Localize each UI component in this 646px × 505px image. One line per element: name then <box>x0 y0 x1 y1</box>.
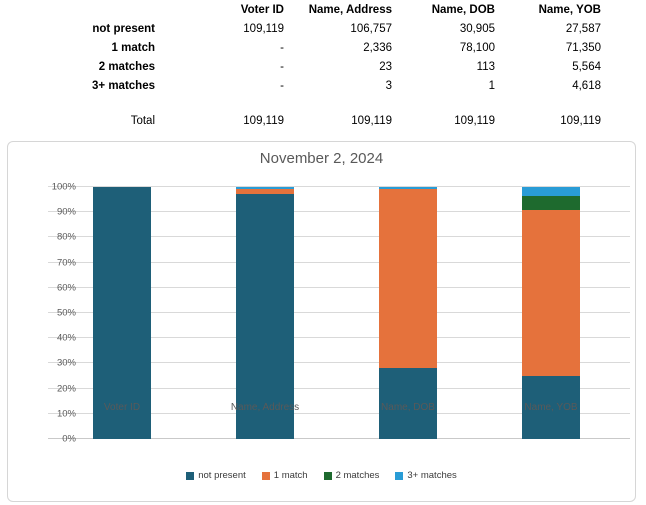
y-tick-label: 70% <box>56 257 76 269</box>
column-header-voter-id: Voter ID <box>240 4 284 17</box>
segment-1-match <box>236 189 294 195</box>
y-tick-label: 30% <box>56 357 76 369</box>
table-cell: 1 <box>488 79 495 92</box>
segment-3-matches <box>236 187 294 190</box>
gridline-100% <box>48 186 630 187</box>
gridline-10% <box>48 412 630 414</box>
table-header-row: Voter ID Name, Address Name, DOB Name, Y… <box>20 1 601 20</box>
legend-item-1-match: 1 match <box>261 470 308 481</box>
legend-item-2-matches: 2 matches <box>323 470 380 481</box>
legend-item-not-present: not present <box>186 470 246 481</box>
segment-not-present <box>522 376 580 439</box>
gridline-0% <box>48 438 630 439</box>
y-tick-label: 0% <box>62 433 76 445</box>
row-label: not present <box>92 23 155 36</box>
table-cell: 4,618 <box>572 79 601 92</box>
segment-not-present <box>379 367 437 439</box>
column-header-name-dob: Name, DOB <box>431 4 495 17</box>
gridline-90% <box>48 211 630 213</box>
table-row-3plus-matches: 3+ matches - 3 1 4,618 <box>20 76 601 95</box>
table-cell: 5,564 <box>572 60 601 73</box>
gridline-40% <box>48 337 630 339</box>
y-tick-label: 90% <box>56 206 76 218</box>
table-cell: 109,119 <box>351 115 392 128</box>
legend-swatch-icon <box>323 471 332 480</box>
legend-label: 2 matches <box>335 470 380 481</box>
x-category-label: Voter ID <box>103 402 141 413</box>
segment-1-match <box>379 189 437 368</box>
segment-1-match <box>522 209 580 376</box>
table-cell: 109,119 <box>243 115 284 128</box>
match-summary-table: Voter ID Name, Address Name, DOB Name, Y… <box>20 1 601 131</box>
legend-swatch-icon <box>186 471 195 480</box>
y-tick-label: 40% <box>56 332 76 344</box>
legend-label: not present <box>198 470 246 481</box>
row-label-total: Total <box>130 115 155 128</box>
table-cell: - <box>280 60 284 73</box>
table-cell: 109,119 <box>560 115 601 128</box>
table-cell: 109,119 <box>243 23 284 36</box>
gridline-50% <box>48 312 630 313</box>
y-tick-label: 100% <box>51 181 76 193</box>
row-label: 1 match <box>111 41 155 54</box>
table-cell: 106,757 <box>350 23 392 36</box>
chart-legend: not present 1 match 2 matches 3+ matches <box>8 470 635 481</box>
segment-2-matches <box>522 196 580 210</box>
legend-item-3-matches: 3+ matches <box>395 470 457 481</box>
row-label: 3+ matches <box>92 79 155 92</box>
table-row-not-present: not present 109,119 106,757 30,905 27,58… <box>20 20 601 39</box>
y-tick-label: 50% <box>56 307 76 319</box>
segment-3-matches <box>522 187 580 197</box>
legend-label: 3+ matches <box>407 470 457 481</box>
table-cell: 109,119 <box>454 115 495 128</box>
y-tick-label: 60% <box>56 282 76 294</box>
column-header-name-yob: Name, YOB <box>538 4 601 17</box>
gridline-20% <box>48 387 630 389</box>
table-cell: 78,100 <box>459 41 495 54</box>
row-label: 2 matches <box>98 60 155 73</box>
x-category-label: Name, DOB <box>381 402 435 413</box>
table-cell: 27,587 <box>565 23 601 36</box>
table-cell: 71,350 <box>565 41 601 54</box>
gridline-60% <box>48 286 630 288</box>
bar-name-yob <box>522 187 580 439</box>
table-row-2-matches: 2 matches - 23 113 5,564 <box>20 57 601 76</box>
table-cell: 2,336 <box>363 41 392 54</box>
legend-label: 1 match <box>273 470 308 481</box>
bar-voter-id <box>93 187 151 439</box>
table-cell: 3 <box>385 79 392 92</box>
stacked-bar-chart: November 2, 2024 0% 10% 20% 30% 40% 50% 60% 70%… <box>7 141 636 502</box>
segment-not-present <box>93 187 151 439</box>
bar-name-dob <box>379 187 437 439</box>
x-category-label: Name, Address <box>230 402 300 413</box>
y-tick-label: 80% <box>56 231 76 243</box>
chart-title: November 2, 2024 <box>259 150 384 167</box>
x-category-label: Name, YOB <box>524 402 578 413</box>
table-cell: 113 <box>476 60 495 73</box>
table-cell: - <box>280 79 284 92</box>
bar-name-address <box>236 187 294 439</box>
y-tick-label: 20% <box>56 383 76 395</box>
table-row-total: Total 109,119 109,119 109,119 109,119 <box>20 112 601 131</box>
column-header-name-address: Name, Address <box>308 4 392 17</box>
plot-area: 0% 10% 20% 30% 40% 50% 60% 70% 80% 90% 100% <box>48 182 630 445</box>
gridline-70% <box>48 261 630 263</box>
table-cell: 30,905 <box>459 23 495 36</box>
y-tick-label: 10% <box>56 408 76 420</box>
segment-not-present <box>236 194 294 439</box>
segment-3-matches <box>379 187 437 190</box>
gridline-30% <box>48 362 630 364</box>
gridline-80% <box>48 236 630 238</box>
table-cell: - <box>280 41 284 54</box>
legend-swatch-icon <box>395 471 404 480</box>
legend-swatch-icon <box>261 471 270 480</box>
table-row-1-match: 1 match - 2,336 78,100 71,350 <box>20 39 601 58</box>
table-cell: 23 <box>379 60 392 73</box>
